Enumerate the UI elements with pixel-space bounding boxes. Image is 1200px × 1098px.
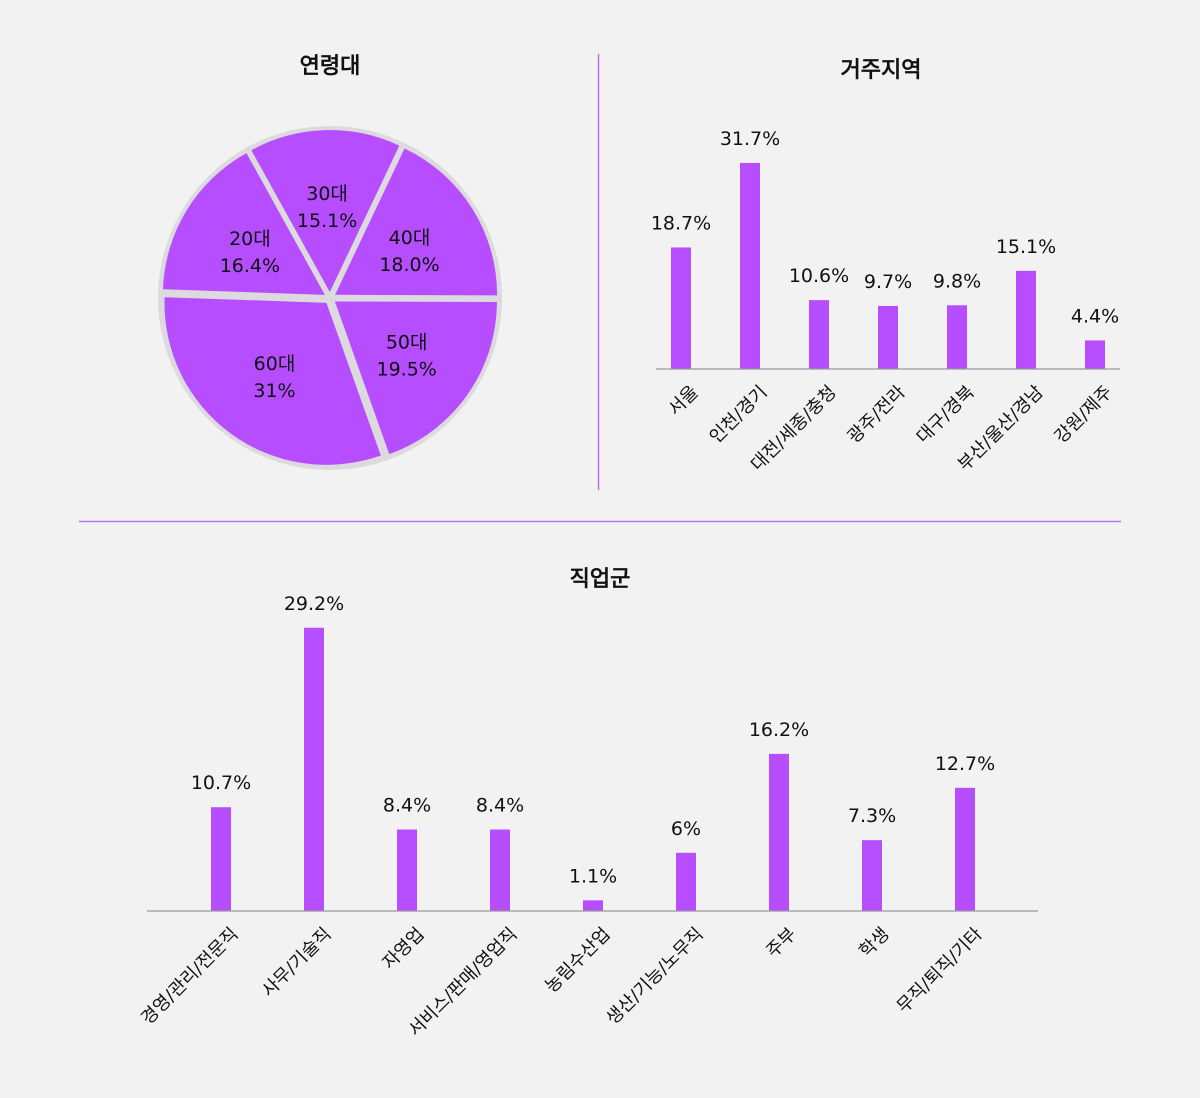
bar <box>955 787 975 911</box>
pie-slice-value: 31% <box>253 380 295 402</box>
bar-value-label: 4.4% <box>1071 305 1119 327</box>
pie-slice <box>251 130 400 293</box>
bar-value-label: 10.6% <box>789 265 849 287</box>
bar <box>947 305 967 369</box>
bar-value-label: 18.7% <box>651 212 711 234</box>
bar <box>740 162 760 369</box>
category-tick-label: 경영/관리/전문직 <box>137 924 242 1029</box>
region-value-labels: 18.7% 31.7% 10.6% 9.7% 9.8% 15.1% 4.4% <box>651 128 1119 327</box>
bar-value-label: 16.2% <box>749 719 809 741</box>
category-tick-label: 학생 <box>855 924 893 962</box>
category-tick-label: 서울 <box>664 382 702 420</box>
region-bars <box>671 162 1105 369</box>
category-tick-label: 사무/기술직 <box>258 924 336 1002</box>
bar <box>878 305 898 369</box>
category-tick-label: 주부 <box>762 924 800 962</box>
pie-slice-value: 18.0% <box>379 254 439 276</box>
category-tick-label: 무직/퇴직/기타 <box>893 923 987 1017</box>
pie-slice-label: 20대 <box>229 228 271 250</box>
pie-slice-label: 50대 <box>386 331 428 353</box>
job-bars <box>211 627 975 911</box>
bar-value-label: 8.4% <box>383 795 431 817</box>
job-value-labels: 10.7% 29.2% 8.4% 8.4% 1.1% 6% 16.2% 7.3% 12.7% <box>191 593 995 888</box>
job-bar-chart: 직업군 10.7% 29.2% 8.4% 8.4% 1.1% 6% 16.2% 7.3% 12.… <box>137 567 1038 1041</box>
category-tick-label: 강원/제주 <box>1051 382 1117 448</box>
bar <box>1016 270 1036 369</box>
pie-slice <box>162 153 325 295</box>
bar-value-label: 12.7% <box>935 753 995 775</box>
bar <box>862 840 882 911</box>
bar-value-label: 15.1% <box>996 236 1056 258</box>
bar-value-label: 9.8% <box>933 270 981 292</box>
pie-slice-label: 30대 <box>306 183 348 205</box>
bar-value-label: 29.2% <box>284 593 344 615</box>
pie-slice-label: 60대 <box>254 353 296 375</box>
bar <box>397 829 417 911</box>
age-chart-title: 연령대 <box>300 54 361 79</box>
bar <box>676 852 696 911</box>
bar <box>1085 340 1105 369</box>
age-pie-chart: 연령대 20대 16.4% 30대 15.1% 40대 18.0% 50대 19.5% 60대 3… <box>158 54 502 470</box>
pie-slice-value: 15.1% <box>297 210 357 232</box>
bar-value-label: 31.7% <box>720 128 780 150</box>
pie-slice-label: 40대 <box>389 227 431 249</box>
job-chart-title: 직업군 <box>570 567 631 592</box>
bar-value-label: 7.3% <box>848 805 896 827</box>
pie-slice-value: 19.5% <box>377 358 437 380</box>
bar <box>769 753 789 911</box>
bar-value-label: 9.7% <box>864 271 912 293</box>
region-bar-chart: 거주지역 18.7% 31.7% 10.6% 9.7% 9.8% 15.1% 4.4% 서울… <box>651 58 1120 475</box>
bar <box>304 627 324 911</box>
category-tick-label: 생산/기능/노무직 <box>602 924 707 1029</box>
bar-value-label: 6% <box>671 818 701 840</box>
pie-labels: 20대 16.4% 30대 15.1% 40대 18.0% 50대 19.5% 60대 31% <box>220 183 440 402</box>
pie-slice <box>164 297 381 465</box>
bar <box>583 900 603 911</box>
category-tick-label: 광주/전라 <box>844 381 910 447</box>
pie-slice <box>335 148 498 296</box>
pie-slice-value: 16.4% <box>220 255 280 277</box>
category-tick-label: 자영업 <box>379 924 429 974</box>
bar <box>809 300 829 369</box>
bar-value-label: 10.7% <box>191 772 251 794</box>
bar <box>490 829 510 911</box>
bar-value-label: 8.4% <box>476 795 524 817</box>
bar <box>671 247 691 369</box>
bar-value-label: 1.1% <box>569 865 617 887</box>
category-tick-label: 대구/경북 <box>913 382 979 448</box>
pie-slices <box>162 130 498 465</box>
pie-slice <box>334 301 497 455</box>
bar <box>211 807 231 911</box>
category-tick-label: 인천/경기 <box>706 382 772 448</box>
category-tick-label: 농림수산업 <box>541 924 614 997</box>
region-chart-title: 거주지역 <box>841 58 922 83</box>
